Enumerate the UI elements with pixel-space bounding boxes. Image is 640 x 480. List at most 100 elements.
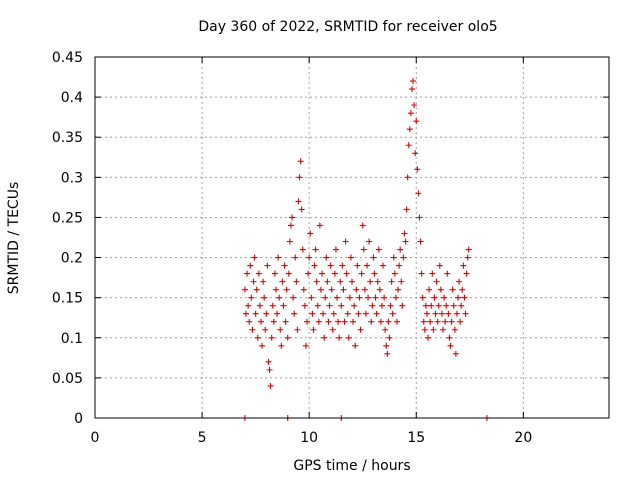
data-point-marker	[261, 294, 268, 301]
data-point-marker	[282, 318, 289, 325]
data-point-marker	[457, 318, 464, 325]
data-point-marker	[316, 222, 323, 229]
data-point-marker	[406, 126, 413, 133]
data-point-marker	[382, 326, 389, 333]
data-point-marker	[430, 326, 437, 333]
data-point-marker	[249, 326, 256, 333]
data-point-marker	[353, 286, 360, 293]
data-point-marker	[390, 254, 397, 261]
data-point-marker	[428, 302, 435, 309]
data-points	[241, 78, 490, 421]
data-point-marker	[389, 310, 396, 317]
data-point-marker	[331, 270, 338, 277]
grid-lines	[95, 57, 609, 418]
data-point-marker	[262, 326, 269, 333]
x-tick-label: 0	[91, 430, 100, 446]
data-point-marker	[434, 318, 441, 325]
data-point-marker	[411, 102, 418, 109]
data-point-marker	[336, 334, 343, 341]
data-point-marker	[447, 342, 454, 349]
data-point-marker	[453, 310, 460, 317]
data-point-marker	[450, 302, 457, 309]
data-point-marker	[248, 294, 255, 301]
y-tick-label: 0.1	[61, 331, 83, 347]
data-point-marker	[259, 342, 266, 349]
data-point-marker	[319, 270, 326, 277]
data-point-marker	[460, 262, 467, 269]
data-point-marker	[340, 286, 347, 293]
x-tick-label: 10	[300, 430, 318, 446]
data-point-marker	[404, 174, 411, 181]
data-point-marker	[244, 270, 251, 277]
data-point-marker	[451, 326, 458, 333]
data-point-marker	[251, 254, 258, 261]
data-point-marker	[356, 294, 363, 301]
data-point-marker	[368, 318, 375, 325]
data-point-marker	[286, 238, 293, 245]
data-point-marker	[355, 310, 362, 317]
data-point-marker	[315, 318, 322, 325]
data-point-marker	[349, 278, 355, 285]
data-point-marker	[401, 230, 408, 237]
data-point-marker	[242, 310, 249, 317]
data-point-marker	[432, 310, 439, 317]
y-axis-label: SRMTID / TECUs	[6, 182, 22, 295]
data-point-marker	[252, 310, 259, 317]
data-point-marker	[342, 238, 349, 245]
data-point-marker	[357, 326, 364, 333]
data-point-marker	[365, 294, 372, 301]
data-point-marker	[398, 278, 405, 285]
data-point-marker	[448, 318, 455, 325]
data-point-marker	[360, 246, 367, 253]
data-point-marker	[358, 270, 365, 277]
data-point-marker	[347, 254, 354, 261]
data-point-marker	[276, 294, 283, 301]
data-point-marker	[464, 254, 471, 261]
data-point-marker	[426, 286, 433, 293]
data-point-marker	[351, 302, 358, 309]
data-point-marker	[312, 246, 319, 253]
data-point-marker	[361, 286, 368, 293]
data-point-marker	[247, 262, 254, 269]
data-point-marker	[403, 206, 410, 213]
data-point-marker	[299, 246, 306, 253]
data-point-marker	[436, 262, 443, 269]
data-point-marker	[255, 270, 262, 277]
data-point-marker	[417, 238, 424, 245]
data-point-marker	[373, 310, 380, 317]
data-point-marker	[341, 318, 348, 325]
data-point-marker	[330, 310, 337, 317]
data-point-marker	[254, 334, 261, 341]
data-point-marker	[354, 262, 361, 269]
data-point-marker	[266, 366, 273, 373]
data-point-marker	[279, 278, 286, 285]
data-point-marker	[268, 334, 275, 341]
data-point-marker	[317, 286, 324, 293]
data-point-marker	[274, 310, 281, 317]
data-point-marker	[465, 246, 472, 253]
data-point-marker	[370, 254, 377, 261]
y-tick-label: 0.3	[61, 170, 83, 186]
data-point-marker	[272, 286, 279, 293]
y-tick-label: 0.15	[52, 291, 83, 307]
data-point-marker	[292, 254, 299, 261]
data-point-marker	[280, 302, 287, 309]
data-point-marker	[372, 294, 379, 301]
x-axis-label: GPS time / hours	[293, 458, 410, 474]
data-point-marker	[309, 310, 316, 317]
data-point-marker	[392, 294, 399, 301]
data-point-marker	[241, 286, 248, 293]
data-point-marker	[408, 86, 415, 93]
data-point-marker	[256, 302, 263, 309]
data-point-marker	[287, 222, 294, 229]
data-point-marker	[320, 310, 327, 317]
data-point-marker	[415, 190, 422, 197]
plot-frame	[94, 56, 610, 419]
data-point-marker	[321, 334, 328, 341]
data-point-marker	[294, 326, 301, 333]
data-point-marker	[461, 294, 468, 301]
data-point-marker	[391, 270, 398, 277]
data-point-marker	[397, 246, 404, 253]
data-point-marker	[271, 270, 278, 277]
